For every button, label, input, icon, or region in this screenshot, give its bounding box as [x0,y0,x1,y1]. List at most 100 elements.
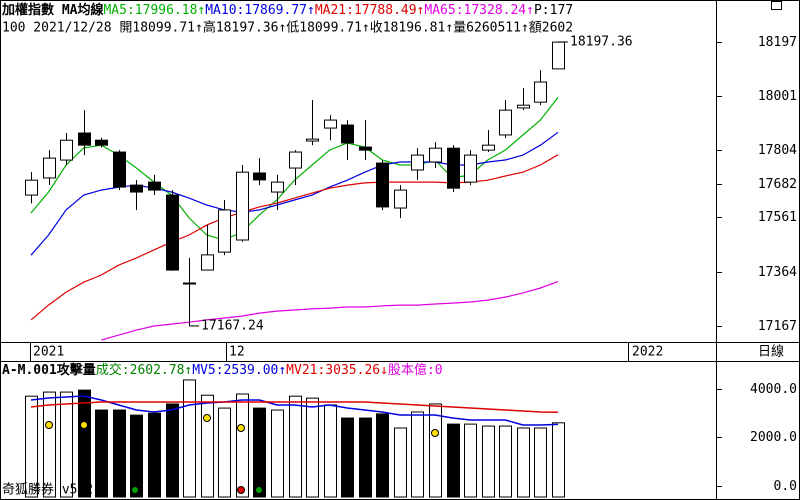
header-item: P:177 [534,3,573,18]
y-tick-label: 18197 [758,35,797,50]
candle-body [534,81,547,103]
volume-bar [534,427,547,498]
volume-bar [218,407,231,498]
volume-bar [482,425,495,498]
volume-bar [464,423,477,498]
volume-bar [411,411,424,498]
signal-dot [431,429,439,437]
signal-dot [131,486,139,494]
y-tick-label: 0.0 [774,479,797,494]
info-line: 100 2021/12/28 開18099.71↑高18197.36↑低1809… [2,20,573,36]
x-label: 2022 [632,345,663,360]
volume-bar [236,393,249,498]
ma-line [101,281,559,341]
volume-bar [289,395,302,498]
volume-bar [60,391,73,498]
plot: 18197.36 17167.24 [25,34,633,498]
volume-bar [499,425,512,498]
y-tick-label: 17682 [758,177,797,192]
header-item: MA65:17328.24↑ [424,3,534,18]
volume-bar [447,423,460,498]
volume-bar [271,409,284,498]
candle-body [78,132,91,146]
candle-body [552,41,565,70]
volume-bar [113,409,126,498]
header-item: MV5:2539.00↑ [192,363,286,378]
candle-body [359,146,372,151]
candle-body [236,171,249,241]
candle-body [429,147,442,163]
candle-body [447,147,460,189]
candle-body [95,139,108,146]
annotation: 17167.24 [201,318,264,333]
volume-bar [429,403,442,498]
header: A-M.001攻擊量成交:2602.78↑MV5:2539.00↑MV21:30… [2,362,443,378]
signal-dot [237,486,245,494]
candle-body [411,154,424,171]
icon[interactable] [771,1,782,10]
candle-body [166,194,179,271]
annotation: 18197.36 [570,34,633,49]
candle-body [201,254,214,271]
volume-bar [201,394,214,498]
candle-body [306,138,319,142]
volume-bar [341,417,354,498]
candle-body [113,151,126,188]
volume-bar [78,389,91,498]
header-item: MA5:17996.18↑ [103,3,205,18]
candle-body [25,179,38,196]
y-tick-label: 17167 [758,319,797,334]
y-tick-label: 17561 [758,210,797,225]
ma-line [30,97,559,241]
candle-body [289,151,302,169]
x-label: 12 [229,345,245,360]
header-item: 成交:2602.78↑ [96,362,192,378]
volume-bar [130,414,143,498]
candle-body [43,157,56,179]
mv-line [30,401,559,414]
candle-body [517,104,530,109]
volume-bar [25,395,38,498]
candle-body [394,189,407,209]
volume-bar [95,409,108,498]
volume-bar [306,397,319,498]
candle-body [464,154,477,183]
signal-dot [45,421,53,429]
header-item: 股本億:0 [388,362,443,378]
signal-dot [237,424,245,432]
candle-body [341,124,354,144]
header-item: MV21:3035.26↓ [286,363,388,378]
y-tick-label: 4000.0 [750,382,797,397]
volume-bar [324,404,337,498]
candle-body [271,181,284,193]
volume-bar [148,412,161,498]
candle-body [148,181,161,191]
volume-bar [183,379,196,498]
volume-bar [166,403,179,498]
y-tick-label: 2000.0 [750,430,797,445]
period-label: 日線 [758,344,784,360]
candle-body [218,209,231,253]
candle-body [60,139,73,161]
signal-dot [255,486,263,494]
header-item: MA21:17788.49↑ [315,3,425,18]
y-tick-label: 17804 [758,143,797,158]
footer: 奇狐勝券 v5.2 [2,482,93,498]
candle-body [376,162,389,208]
volume-bar [253,407,266,498]
header-item: 加權指數 MA均線 [1,2,104,18]
signal-dot [203,414,211,422]
mv-line [30,395,559,426]
volume-bar [552,422,565,498]
volume-bar [517,427,530,498]
candle-body [253,172,266,181]
volume-bar [359,417,372,498]
candle-body [499,109,512,136]
candle-body [324,119,337,129]
candle-body [482,144,495,151]
candle-body [130,184,143,193]
x-label: 2021 [33,345,64,360]
y-tick-label: 18001 [758,89,797,104]
header-item: A-M.001攻擊量 [2,362,96,378]
